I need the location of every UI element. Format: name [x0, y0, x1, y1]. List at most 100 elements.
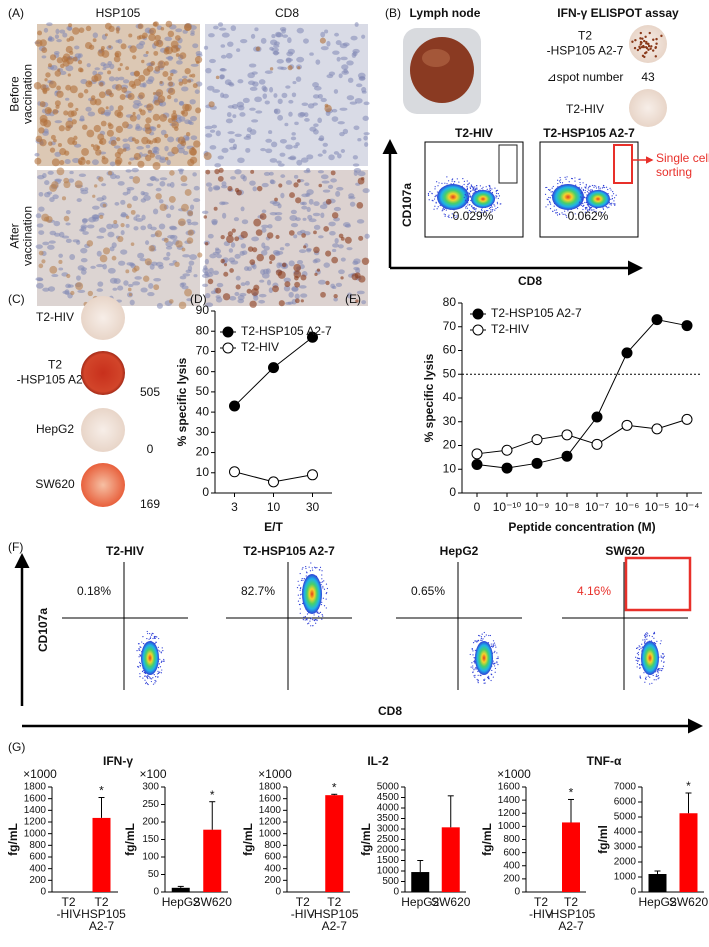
event: [152, 633, 154, 635]
nucleus: [293, 234, 298, 239]
event: [301, 578, 303, 580]
nucleus: [35, 213, 42, 219]
event: [161, 647, 163, 649]
nucleus: [160, 129, 167, 136]
stain: [167, 76, 173, 81]
stain: [81, 148, 89, 156]
nucleus: [281, 92, 288, 99]
nucleus: [54, 34, 60, 39]
event: [613, 203, 615, 205]
nucleus: [59, 70, 67, 75]
nucleus: [288, 111, 293, 117]
event: [306, 572, 308, 574]
event: [655, 675, 657, 677]
event: [465, 205, 467, 207]
marker: [681, 320, 693, 332]
stain: [358, 275, 366, 283]
nucleus: [62, 32, 68, 38]
event: [431, 193, 433, 195]
event: [301, 568, 303, 570]
nucleus: [38, 206, 45, 212]
nucleus: [342, 222, 351, 228]
stain: [89, 98, 97, 106]
event: [471, 662, 473, 664]
stain: [168, 299, 174, 304]
event: [655, 674, 658, 676]
bar: [325, 795, 344, 892]
event: [302, 567, 304, 569]
nucleus: [237, 105, 245, 111]
nucleus: [78, 173, 87, 177]
y-axis-label: fg/mL: [359, 823, 373, 856]
event: [477, 679, 479, 681]
event: [497, 656, 499, 658]
event: [579, 183, 581, 186]
event: [590, 207, 593, 209]
stain: [214, 168, 220, 175]
stain: [171, 120, 179, 129]
event: [149, 676, 151, 679]
stain: [355, 299, 359, 303]
nucleus: [261, 209, 267, 214]
event: [473, 657, 475, 659]
y-tick-label: 2500: [377, 834, 400, 845]
nucleus: [80, 187, 85, 192]
nucleus: [315, 59, 321, 65]
nucleus: [146, 183, 154, 187]
event: [469, 653, 471, 656]
nucleus: [320, 212, 325, 219]
event: [564, 176, 566, 179]
nucleus: [245, 280, 250, 286]
event: [323, 588, 326, 590]
y-tick-label: 0: [153, 887, 159, 898]
event: [636, 662, 639, 665]
marker: [531, 434, 543, 446]
nucleus: [69, 170, 74, 175]
event: [456, 178, 458, 180]
nucleus: [324, 29, 329, 34]
nucleus: [337, 121, 345, 125]
nucleus: [277, 114, 284, 121]
nucleus: [313, 201, 320, 207]
spot: [645, 40, 648, 44]
nucleus: [302, 217, 307, 221]
event: [300, 593, 302, 595]
text-line: -HSP105 A2-7: [547, 44, 624, 58]
event: [494, 667, 497, 670]
y-tick-label: 7000: [614, 782, 637, 793]
nucleus: [206, 85, 215, 91]
column-header: HSP105: [96, 6, 141, 20]
nucleus: [216, 254, 222, 259]
x-tick-label: SW620: [431, 895, 471, 909]
nucleus: [230, 260, 239, 265]
nucleus: [86, 224, 95, 229]
stain: [184, 288, 193, 297]
event: [612, 191, 614, 193]
event: [588, 186, 590, 188]
nucleus: [175, 28, 183, 33]
event: [154, 637, 156, 639]
x-tick-label: SW620: [193, 895, 233, 909]
nucleus: [205, 133, 213, 138]
stain: [259, 213, 267, 220]
nucleus: [332, 243, 340, 248]
event: [141, 670, 144, 673]
event: [637, 659, 639, 662]
nucleus: [159, 181, 166, 187]
nucleus: [97, 281, 104, 287]
y-tick-label: 1600: [498, 782, 521, 793]
event: [155, 680, 157, 682]
stain: [185, 131, 191, 137]
nucleus: [363, 101, 370, 106]
stain: [99, 254, 108, 263]
nucleus: [254, 96, 262, 103]
stain: [142, 35, 146, 40]
nucleus: [79, 115, 85, 122]
nucleus: [47, 244, 55, 250]
stain: [182, 103, 190, 112]
nucleus: [354, 97, 363, 104]
event: [646, 635, 648, 637]
nucleus: [262, 93, 268, 99]
event: [646, 632, 648, 634]
stain: [178, 81, 183, 86]
